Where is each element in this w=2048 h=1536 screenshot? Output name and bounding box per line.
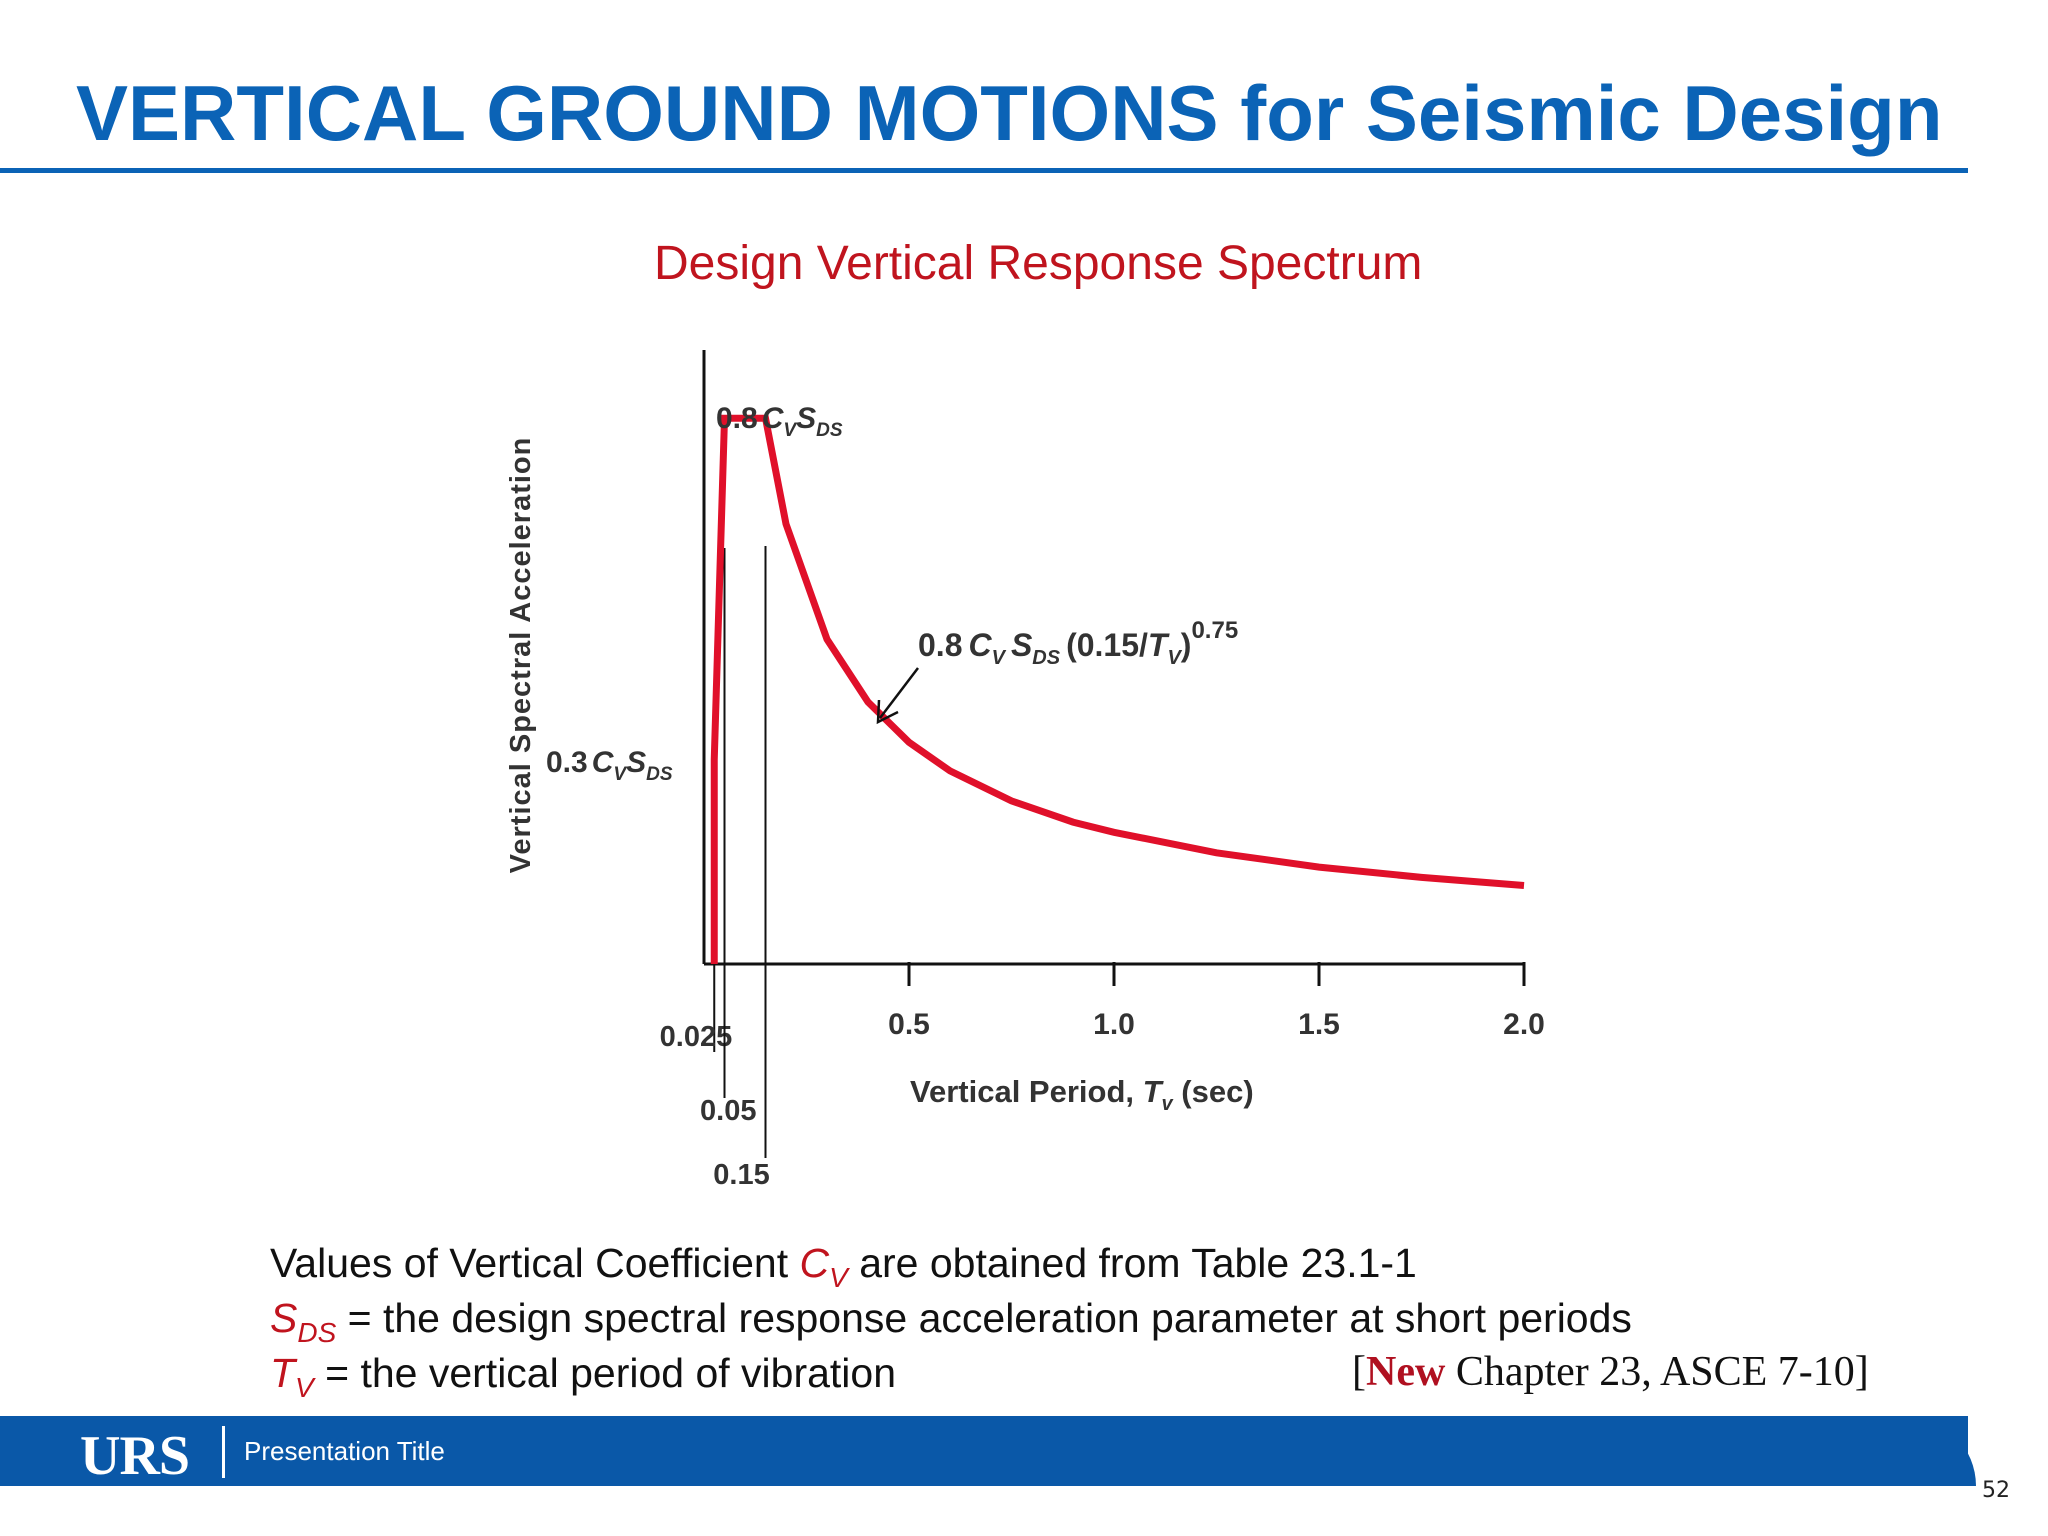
notes: Values of Vertical Coefficient CV are ob… — [270, 1236, 1632, 1402]
notes-line-2: SDS = the design spectral response accel… — [270, 1291, 1632, 1347]
start-sub2: DS — [646, 764, 673, 785]
decay-sub3: V — [1167, 647, 1182, 669]
marker-label-0.15: 0.15 — [713, 1159, 769, 1191]
slide-title: VERTICAL GROUND MOTIONS for Seismic Desi… — [76, 69, 1943, 157]
x-ticks: 0.5 1.0 1.5 2.0 — [888, 962, 1545, 1041]
plateau-sub1: V — [783, 420, 797, 441]
x-tick-label-2.0: 2.0 — [1503, 1008, 1545, 1041]
decay-arrow — [876, 667, 919, 725]
notes-line3-sym-char: T — [270, 1350, 296, 1396]
marker-label-0.05: 0.05 — [700, 1095, 756, 1127]
notes-line1-sym-char: C — [799, 1240, 830, 1286]
citation-open: [ — [1352, 1349, 1366, 1395]
notes-line2-symbol: SDS — [270, 1295, 336, 1347]
start-annotation: 0.3 CVSDS — [546, 746, 673, 785]
plateau-annotation: 0.8 CVSDS — [716, 402, 843, 441]
notes-line1-suffix: are obtained from Table 23.1-1 — [847, 1240, 1417, 1286]
decay-var1: C — [968, 627, 992, 663]
title-rule — [0, 168, 1968, 173]
citation-new: New — [1366, 1349, 1446, 1395]
notes-line1-sym-sub: V — [829, 1262, 848, 1293]
footer-divider — [222, 1426, 225, 1478]
marker-label-0.025: 0.025 — [660, 1021, 733, 1053]
notes-line2-suffix: = the design spectral response accelerat… — [336, 1295, 1632, 1341]
citation-rest: Chapter 23, ASCE 7-10] — [1445, 1349, 1869, 1395]
notes-line1-symbol: CV — [799, 1240, 848, 1292]
x-axis-label-suffix: (sec) — [1173, 1074, 1254, 1109]
plateau-sub2: DS — [816, 420, 843, 441]
notes-line2-sym-sub: DS — [297, 1317, 337, 1348]
x-axis-label-prefix: Vertical Period, — [910, 1074, 1143, 1109]
x-tick-label-1.0: 1.0 — [1093, 1008, 1135, 1041]
chart-title: Design Vertical Response Spectrum — [654, 237, 1423, 290]
x-axis-label-var: T — [1143, 1074, 1165, 1109]
footer-presentation-title: Presentation Title — [244, 1436, 445, 1466]
start-var1: C — [592, 746, 615, 779]
decay-var3: T — [1148, 627, 1170, 663]
citation: [New Chapter 23, ASCE 7-10] — [1352, 1348, 1869, 1396]
notes-line2-sym-char: S — [270, 1295, 298, 1341]
decay-sub2: DS — [1032, 647, 1060, 669]
spectrum-curve — [710, 414, 1525, 964]
decay-prefix: 0.8 — [918, 627, 962, 663]
decay-sub1: V — [992, 647, 1007, 669]
plateau-var1: C — [762, 402, 785, 435]
start-prefix: 0.3 — [546, 746, 588, 779]
start-sub1: V — [613, 764, 627, 785]
decay-var2: S — [1011, 627, 1033, 663]
urs-logo: URS — [80, 1425, 190, 1487]
y-axis-label: Vertical Spectral Acceleration — [505, 437, 537, 874]
notes-line3-symbol: TV — [270, 1350, 314, 1402]
notes-line-1: Values of Vertical Coefficient CV are ob… — [270, 1236, 1632, 1292]
x-axis-label: Vertical Period, Tv (sec) — [910, 1074, 1254, 1115]
notes-line3-sym-sub: V — [295, 1372, 314, 1403]
footer-bar — [0, 1416, 1976, 1486]
x-axis-label-sub: v — [1162, 1093, 1175, 1115]
decay-exponent: 0.75 — [1191, 617, 1238, 644]
response-spectrum-chart: 0.5 1.0 1.5 2.0 0.025 0.05 0.15 Vertical Spec… — [505, 350, 1545, 1191]
plateau-prefix: 0.8 — [716, 402, 758, 435]
notes-line-3: TV = the vertical period of vibration — [270, 1346, 1632, 1402]
x-tick-label-0.5: 0.5 — [888, 1008, 930, 1041]
decay-paren-open: (0.15/ — [1066, 627, 1148, 663]
decay-annotation: 0.8 CV SDS (0.15/TV)0.75 — [918, 617, 1238, 669]
x-tick-label-1.5: 1.5 — [1298, 1008, 1340, 1041]
decay-paren-close: ) — [1181, 627, 1192, 663]
notes-line3-suffix: = the vertical period of vibration — [313, 1350, 897, 1396]
page-number: 52 — [1982, 1478, 2010, 1503]
start-var2: S — [626, 746, 646, 779]
plateau-var2: S — [796, 402, 816, 435]
notes-line1-prefix: Values of Vertical Coefficient — [270, 1240, 800, 1286]
